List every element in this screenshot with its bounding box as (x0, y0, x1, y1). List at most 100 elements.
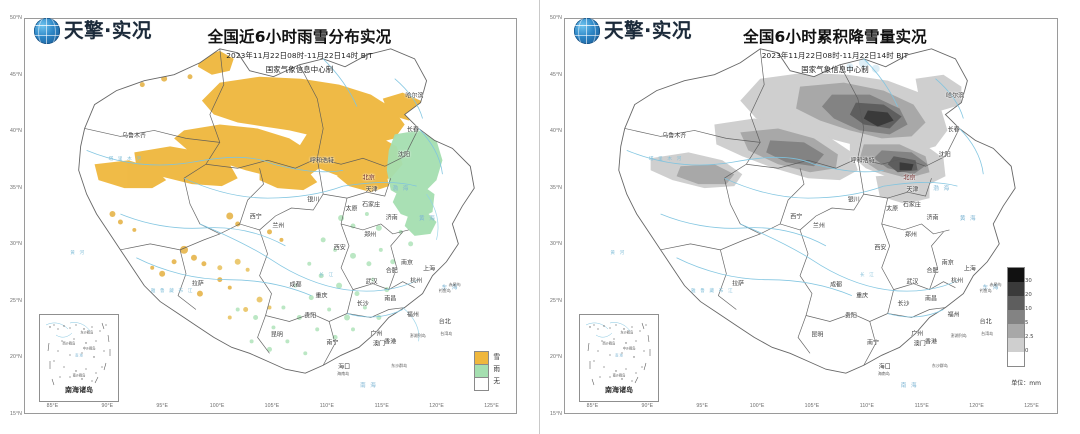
river-label: 长 江 (859, 273, 876, 279)
island-label: 海南岛 (877, 370, 890, 376)
city-label: 乌鲁木齐 (662, 132, 687, 140)
legend-swatches (474, 351, 490, 391)
city-label: 西宁 (249, 213, 262, 221)
city-label: 海口 (878, 363, 891, 371)
inset-map-svg (45, 322, 111, 394)
south-china-sea-inset-right: 南海诸岛 东沙群岛 西沙群岛 中沙群岛南 海南沙群岛 (579, 314, 659, 402)
inset-label: 东沙群岛 (80, 330, 94, 335)
lon-tick: 110°E (319, 403, 335, 409)
city-label: 台北 (979, 318, 992, 326)
city-label: 昆明 (811, 331, 824, 339)
river-label: 长 江 (319, 273, 335, 279)
sea-label: 东 海 (441, 284, 459, 291)
sea-label: 东 海 (982, 284, 1000, 291)
inset-label: 东沙群岛 (620, 330, 634, 335)
city-label: 长沙 (897, 300, 910, 308)
city-label: 武汉 (906, 278, 919, 286)
colorbar-segment (1008, 338, 1024, 352)
south-china-sea-inset-left: 南海诸岛 东沙群岛 西沙群岛 中沙群岛南 海南沙群岛 (39, 314, 119, 402)
city-label: 昆明 (270, 331, 283, 339)
colorbar-tick: 5 (1025, 320, 1029, 326)
city-label: 福州 (947, 311, 960, 319)
island-label: 东沙群岛 (391, 362, 408, 368)
river-label: 塔 里 木 河 (108, 156, 143, 162)
lat-tick: 50°N (10, 15, 22, 21)
city-label: 重庆 (315, 292, 328, 300)
inset-label: 中沙群岛 (82, 346, 96, 351)
city-label: 济南 (926, 214, 939, 222)
lon-tick: 120°E (429, 403, 445, 409)
lon-tick: 85°E (586, 403, 599, 409)
colorbar-tick: 0 (1025, 348, 1029, 354)
city-label: 哈尔滨 (946, 92, 965, 100)
city-label: 西安 (333, 244, 346, 252)
city-label: 澳门 (372, 340, 386, 348)
city-label: 台北 (438, 318, 451, 326)
city-label: 郑州 (364, 231, 377, 239)
legend-label: 无 (493, 377, 500, 385)
lat-tick: 30°N (550, 241, 562, 248)
inset-title: 南海诸岛 (65, 386, 93, 394)
lon-tick: 95°E (696, 403, 709, 409)
island-label: 澎湖列岛 (950, 333, 967, 339)
lon-tick: 85°E (46, 403, 59, 409)
colorbar-unit: 单位：mm (1011, 380, 1041, 387)
colorbar-segment (1008, 310, 1024, 324)
city-label: 沈阳 (398, 151, 411, 159)
city-label: 兰州 (272, 222, 285, 230)
lon-tick: 105°E (804, 403, 820, 409)
city-label: 香港 (925, 338, 938, 346)
lat-tick: 25°N (10, 297, 22, 304)
city-label: 南京 (941, 259, 954, 267)
city-label: 太原 (345, 205, 358, 213)
legend-labels: 雪雨无 (491, 351, 500, 391)
city-label: 天津 (906, 186, 919, 194)
lat-tick: 15°N (550, 411, 562, 417)
map-frame-right: 哈尔滨 长春 沈阳 呼和浩特 北京 天津 乌鲁木齐 银川 太原 石家庄 济南 西宁 兰州 郑州 西安 拉萨 成都… (564, 18, 1058, 414)
legend-label: 雨 (493, 365, 500, 373)
lon-tick: 115°E (374, 403, 389, 409)
lat-tick: 20°N (10, 354, 22, 361)
city-label: 贵阳 (304, 312, 317, 319)
colorbar-segment (1008, 282, 1024, 296)
lon-tick: 110°E (859, 403, 875, 409)
city-label: 成都 (289, 281, 302, 289)
city-label: 郑州 (904, 231, 917, 239)
city-label: 广州 (370, 330, 383, 338)
china-map-right (618, 48, 1016, 374)
globe-icon-right (574, 18, 600, 44)
sea-label: 渤 海 (392, 186, 410, 193)
brand-name: 天擎·实况 (64, 19, 152, 43)
colorbar-tick: 10 (1025, 306, 1032, 312)
panel-rain-snow-distribution: 85°E 90°E 95°E 100°E 105°E 110°E 115°E 120°E 125… (10, 0, 540, 434)
panel-accumulated-snowfall: 哈尔滨 长春 沈阳 呼和浩特 北京 天津 乌鲁木齐 银川 太原 石家庄 济南 西宁 兰州 郑州 西安 拉萨 成都… (540, 0, 1080, 434)
lat-tick: 45°N (10, 71, 22, 78)
sea-label: 渤 海 (933, 186, 951, 193)
lat-tick: 20°N (550, 354, 562, 361)
sea-label: 黄 海 (419, 215, 437, 222)
inset-label: 南 海 (75, 353, 83, 358)
city-label: 呼和浩特 (310, 157, 335, 165)
lon-tick: 105°E (264, 403, 280, 409)
legend-colorbar: 30 20 10 5 2.5 0 (1007, 267, 1034, 367)
inset-title-right: 南海诸岛 (605, 386, 633, 394)
island-label: 赤尾屿 (989, 281, 1002, 287)
city-label: 银川 (307, 196, 320, 204)
legend-label: 雪 (493, 353, 500, 361)
island-label: 赤尾屿 (448, 281, 461, 287)
city-label: 杭州 (410, 277, 423, 285)
city-label: 香港 (384, 338, 397, 346)
sea-label: 南 海 (900, 383, 918, 390)
legend-rain-snow: 雪雨无 (474, 351, 500, 391)
lat-tick: 35°N (550, 184, 562, 191)
lon-tick: 95°E (156, 403, 169, 409)
sea-label: 南 海 (360, 383, 378, 390)
colorbar-segment (1008, 352, 1024, 366)
city-label: 杭州 (951, 277, 964, 285)
lon-tick: 100°E (749, 403, 765, 409)
colorbar-bars (1007, 267, 1025, 367)
city-label: 西安 (874, 244, 887, 252)
lon-tick: 125°E (1024, 403, 1039, 409)
island-label: 台湾岛 (981, 331, 994, 337)
